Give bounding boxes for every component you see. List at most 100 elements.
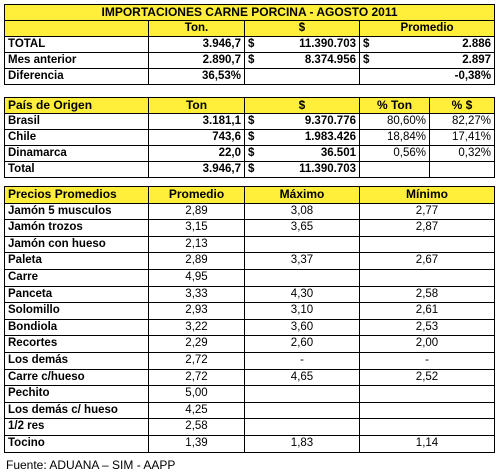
summary-row-previous: Mes anterior 2.890,7 $8.374.956 $2.897 — [4, 52, 496, 69]
row-label: TOTAL — [4, 36, 149, 53]
price-row: Los demás c/ hueso 4,25 — [4, 401, 495, 420]
product-label: Recortes — [4, 335, 149, 353]
prom-cell: 2,13 — [148, 235, 245, 254]
min-cell: 2,53 — [359, 318, 495, 337]
product-label: Los demás — [4, 351, 149, 370]
prom-cell: $2.897 — [358, 52, 496, 69]
min-cell — [359, 385, 495, 403]
max-cell — [244, 268, 360, 287]
prom-cell: 3,22 — [148, 318, 245, 337]
price-row: Recortes 2,29 2,60 2,00 — [4, 335, 495, 353]
prom-cell: 2,93 — [148, 302, 245, 320]
pesos-cell: $8.374.956 — [244, 52, 360, 69]
prom-cell: 2,72 — [148, 351, 245, 370]
max-cell: 3,37 — [244, 252, 360, 270]
summary-row-difference: Diferencia 36,53% -0,38% — [4, 68, 496, 85]
product-label: Jamón trozos — [4, 219, 149, 237]
max-cell — [244, 235, 360, 254]
price-row: Tocino 1,39 1,83 1,14 — [4, 434, 495, 453]
pct-pesos-cell: 82,27% — [429, 113, 495, 130]
min-cell: 2,67 — [359, 252, 495, 270]
price-row: Panceta 3,33 4,30 2,58 — [4, 285, 495, 304]
prom-cell: 2,29 — [148, 335, 245, 353]
product-label: Solomillo — [4, 302, 149, 320]
product-label: Paleta — [4, 252, 149, 270]
pct-pesos-cell: 0,32% — [429, 145, 495, 162]
price-row: Los demás 2,72- - — [4, 351, 495, 370]
pct-ton-cell: 18,84% — [359, 129, 430, 146]
ton-cell: 2.890,7 — [148, 52, 245, 69]
row-label: Mes anterior — [4, 52, 149, 69]
product-label: Pechito — [4, 385, 149, 403]
pct-ton-cell: 80,60% — [359, 113, 430, 130]
price-row: Carre 4,95 — [4, 268, 495, 287]
max-cell: 3,10 — [244, 302, 360, 320]
prom-cell: -0,38% — [358, 68, 496, 85]
ton-cell: 36,53% — [148, 68, 245, 85]
min-cell — [359, 401, 495, 420]
product-label: Tocino — [4, 434, 149, 453]
max-cell: 3,60 — [244, 318, 360, 337]
price-row: Solomillo 2,93 3,10 2,61 — [4, 302, 495, 320]
origin-header-pct-ton: % Ton — [359, 97, 430, 114]
prom-cell: 2,72 — [148, 368, 245, 387]
pct-pesos-cell: 17,41% — [429, 129, 495, 146]
price-row: 1/2 res 2,58 — [4, 418, 495, 436]
summary-header-ton: Ton. — [148, 20, 245, 37]
currency-symbol: $ — [363, 54, 370, 66]
row-label: Chile — [4, 129, 149, 146]
prices-body: Jamón 5 musculos 2,89 3,08 2,77 Jamón trozos… — [4, 202, 495, 453]
prices-table: Precios Promedios Promedio Máximo Mínimo… — [4, 186, 495, 453]
pesos-cell: $9.370.776 — [244, 113, 360, 130]
currency-symbol: $ — [248, 38, 255, 50]
price-row: Pechito 5,00 — [4, 385, 495, 403]
prom-cell: 4,25 — [148, 401, 245, 420]
pesos-cell: $1.983.426 — [244, 129, 360, 146]
prices-header-min: Mínimo — [359, 186, 495, 204]
min-cell: 2,61 — [359, 302, 495, 320]
pesos-cell — [244, 68, 360, 85]
summary-header-pesos: $ — [244, 20, 360, 37]
max-cell: 4,30 — [244, 285, 360, 304]
min-cell — [359, 418, 495, 436]
price-row: Jamón trozos 3,15 3,65 2,87 — [4, 219, 495, 237]
pesos-cell: $36.501 — [244, 145, 360, 162]
summary-table: IMPORTACIONES CARNE PORCINA - AGOSTO 201… — [3, 4, 496, 85]
max-cell: 3,65 — [244, 219, 360, 237]
product-label: Los demás c/ hueso — [4, 401, 149, 420]
origin-row: Brasil 3.181,1 $9.370.776 80,60% 82,27% — [4, 113, 495, 130]
product-label: Jamón con hueso — [4, 235, 149, 254]
max-cell: 4,65 — [244, 368, 360, 387]
currency-symbol: $ — [363, 38, 370, 50]
pesos-cell: $11.390.703 — [244, 36, 360, 53]
max-cell — [244, 385, 360, 403]
prom-cell: 3,15 — [148, 219, 245, 237]
pesos-cell: $11.390.703 — [244, 161, 360, 178]
ton-cell: 3.946,7 — [148, 161, 245, 178]
row-label: Brasil — [4, 113, 149, 130]
prom-cell: 1,39 — [148, 434, 245, 453]
origin-header-ton: Ton — [148, 97, 245, 114]
min-cell: 1,14 — [359, 434, 495, 453]
min-cell — [359, 268, 495, 287]
prom-cell: $2.886 — [358, 36, 496, 53]
summary-title: IMPORTACIONES CARNE PORCINA - AGOSTO 201… — [3, 4, 496, 21]
max-cell — [244, 401, 360, 420]
origin-table: País de Origen Ton $ % Ton % $ Brasil 3.… — [4, 97, 495, 178]
price-row: Carre c/hueso 2,72 4,65 2,52 — [4, 368, 495, 387]
ton-cell: 3.181,1 — [148, 113, 245, 130]
max-cell: - — [244, 351, 360, 370]
prom-cell: 4,95 — [148, 268, 245, 287]
max-cell — [244, 418, 360, 436]
ton-cell: 743,6 — [148, 129, 245, 146]
price-row: Bondiola 3,22 3,60 2,53 — [4, 318, 495, 337]
max-cell: 1,83 — [244, 434, 360, 453]
min-cell: 2,87 — [359, 219, 495, 237]
ton-cell: 3.946,7 — [148, 36, 245, 53]
summary-header-prom: Promedio — [358, 20, 496, 37]
ton-cell: 22,0 — [148, 145, 245, 162]
pct-ton-cell: 0,56% — [359, 145, 430, 162]
product-label: 1/2 res — [4, 418, 149, 436]
product-label: Jamón 5 musculos — [4, 202, 149, 221]
max-cell: 3,08 — [244, 202, 360, 221]
